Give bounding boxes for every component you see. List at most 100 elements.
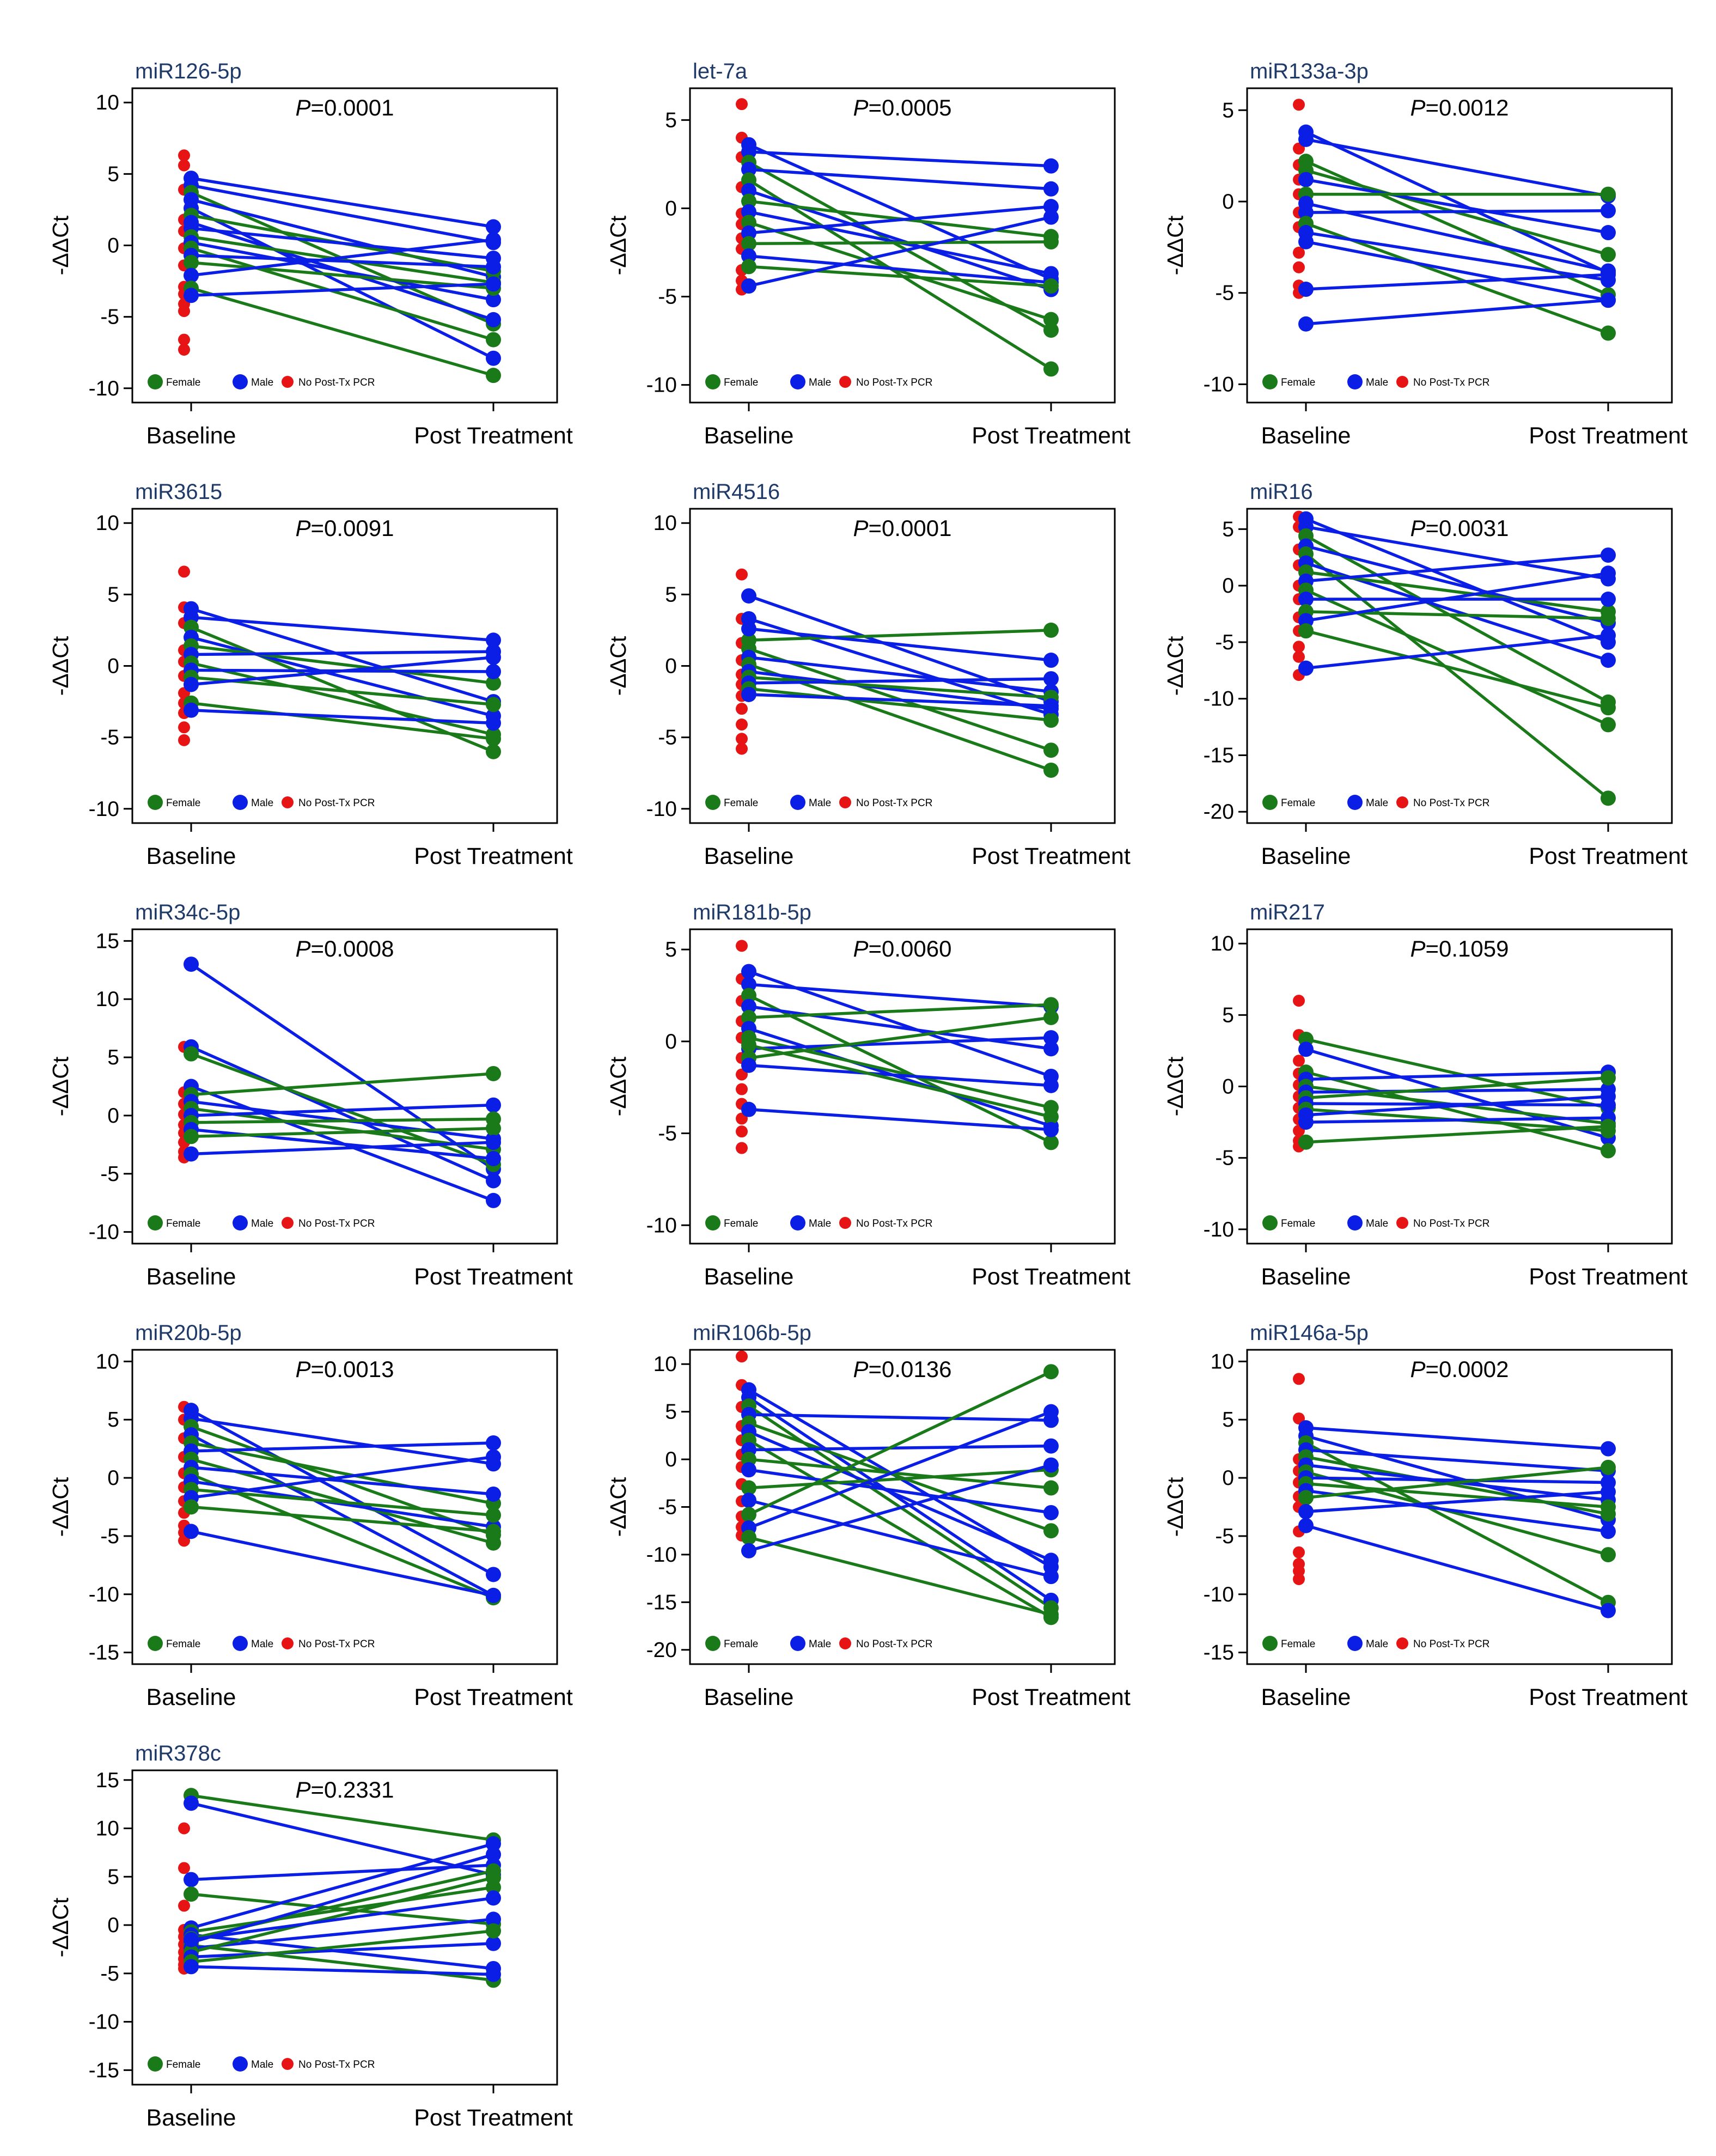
y-tick-label: 0 — [107, 1914, 119, 1937]
y-tick-label: 0 — [665, 197, 677, 220]
y-tick-label: -10 — [89, 2011, 119, 2034]
plot-frame — [1246, 1349, 1673, 1665]
baseline-point — [184, 1959, 199, 1975]
series-line — [190, 1965, 495, 1976]
y-tick-label: -15 — [1204, 1641, 1234, 1665]
post-point — [486, 1935, 501, 1951]
baseline-point — [1298, 1518, 1314, 1533]
post-point — [1043, 1523, 1059, 1539]
y-tick-label: 5 — [107, 162, 119, 186]
legend-marker — [148, 1215, 163, 1231]
legend-marker — [282, 2058, 294, 2070]
legend-marker — [839, 1637, 851, 1649]
x-tick-label: Post Treatment — [414, 843, 573, 869]
series-line — [1304, 1524, 1610, 1612]
legend-marker — [233, 795, 248, 810]
legend-label: Male — [251, 377, 273, 388]
baseline-point — [741, 1452, 756, 1467]
post-point — [486, 368, 501, 383]
panel-title: let-7a — [693, 59, 748, 83]
series-line — [1304, 571, 1610, 623]
no-post-point — [1293, 246, 1305, 259]
legend-label: No Post-Tx PCR — [1413, 797, 1489, 809]
baseline-point — [741, 588, 756, 604]
post-point — [486, 1535, 501, 1551]
panel-title: miR378c — [135, 1741, 221, 1765]
x-tick-label: Post Treatment — [414, 2105, 573, 2131]
series-line — [190, 1103, 495, 1117]
plot-frame — [1246, 508, 1673, 824]
baseline-point — [1298, 234, 1314, 249]
y-axis-label: -ΔΔCt — [48, 1897, 73, 1957]
p-value-label: P=0.0001 — [853, 515, 951, 541]
y-tick-label: 0 — [1222, 190, 1234, 214]
legend-marker — [705, 374, 720, 389]
series-line — [190, 184, 495, 245]
panel-title: miR34c-5p — [135, 900, 240, 924]
baseline-point — [741, 162, 756, 178]
series-line — [190, 1886, 495, 1934]
y-tick-label: 5 — [665, 583, 677, 606]
legend: Female Male No Post-Tx PCR — [148, 795, 375, 810]
post-point — [1043, 1607, 1059, 1623]
series-line — [1304, 209, 1610, 214]
series-line — [190, 1417, 495, 1466]
baseline-point — [184, 957, 199, 972]
legend-label: Male — [809, 797, 831, 809]
baseline-point — [1298, 660, 1314, 676]
legend-marker — [282, 796, 294, 808]
x-tick-label: Post Treatment — [972, 423, 1131, 449]
series-line — [747, 1444, 1053, 1452]
post-point — [1043, 1030, 1059, 1046]
series-line — [190, 1117, 495, 1124]
y-tick-label: 10 — [1211, 932, 1234, 955]
post-point — [1043, 698, 1059, 714]
y-axis-label: -ΔΔCt — [606, 215, 631, 275]
p-value-label: P=0.0060 — [853, 936, 951, 961]
legend-marker — [1262, 1636, 1278, 1651]
series-line — [190, 636, 495, 718]
x-tick-label: Post Treatment — [414, 1264, 573, 1290]
legend-marker — [148, 2056, 163, 2072]
p-value-label: P=0.0001 — [295, 95, 394, 120]
panel-miR378c: miR378c P=0.2331 15 10 5 0 -5 -10 -15 Baseline Pos… — [48, 1741, 573, 2131]
series-line — [190, 1801, 495, 1877]
legend-label: No Post-Tx PCR — [298, 377, 375, 388]
y-tick-label: -10 — [1204, 687, 1234, 711]
baseline-point — [1298, 1042, 1314, 1057]
series-line — [747, 205, 1053, 235]
post-point — [1043, 671, 1059, 687]
x-tick-label: Baseline — [146, 1684, 236, 1710]
baseline-point — [741, 144, 756, 160]
post-point — [486, 312, 501, 327]
y-tick-label: -10 — [89, 797, 119, 821]
series-line — [747, 265, 1053, 288]
legend-marker — [1262, 374, 1278, 389]
legend: Female Male No Post-Tx PCR — [1262, 795, 1489, 810]
no-post-point — [736, 1083, 748, 1095]
no-post-point — [1293, 1055, 1305, 1067]
panel-title: miR4516 — [693, 480, 780, 504]
post-point — [1601, 1459, 1616, 1475]
series-line — [747, 1458, 1053, 1490]
baseline-point — [741, 1101, 756, 1117]
x-tick-label: Baseline — [704, 1264, 794, 1290]
x-tick-label: Post Treatment — [1529, 1264, 1688, 1290]
series-line — [190, 607, 495, 703]
post-point — [486, 697, 501, 712]
x-tick-label: Baseline — [146, 2105, 236, 2131]
series-line — [747, 1421, 1053, 1532]
plot-frame — [689, 928, 1116, 1245]
panel-title: miR16 — [1250, 480, 1313, 504]
p-value-label: P=0.0008 — [295, 936, 394, 961]
post-point — [486, 675, 501, 691]
series-line — [190, 701, 495, 741]
baseline-point — [741, 1493, 756, 1508]
y-tick-label: 0 — [1222, 1075, 1234, 1099]
y-tick-label: -10 — [1204, 1583, 1234, 1606]
legend-label: No Post-Tx PCR — [856, 1639, 932, 1650]
plot-frame — [131, 928, 558, 1245]
legend-marker — [705, 1636, 720, 1651]
series-line — [190, 238, 495, 277]
series-line — [747, 983, 1053, 1008]
